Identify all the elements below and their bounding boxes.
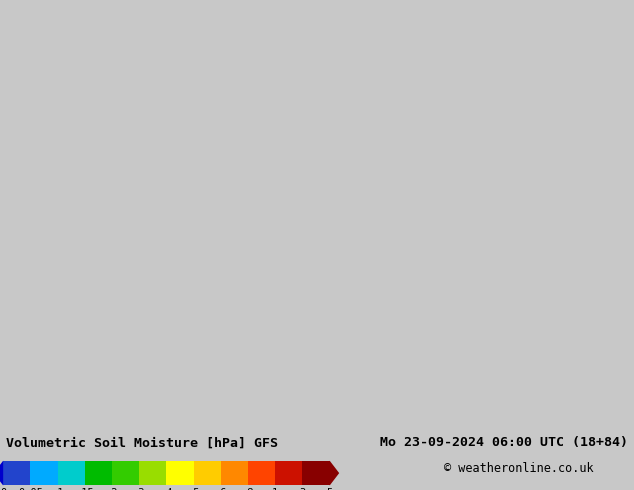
Text: .1: .1 [51,488,64,490]
Text: .5: .5 [188,488,200,490]
Bar [58,461,85,486]
Text: Mo 23-09-2024 06:00 UTC (18+84): Mo 23-09-2024 06:00 UTC (18+84) [380,437,628,449]
Text: .3: .3 [133,488,145,490]
Text: .2: .2 [106,488,119,490]
Bar [248,461,275,486]
Text: 1: 1 [272,488,278,490]
Text: 0.05: 0.05 [18,488,43,490]
Bar [112,461,139,486]
Text: .4: .4 [160,488,172,490]
Bar [193,461,221,486]
Bar [302,461,330,486]
Text: .8: .8 [242,488,254,490]
Polygon shape [0,461,3,486]
Text: .15: .15 [75,488,94,490]
Text: © weatheronline.co.uk: © weatheronline.co.uk [444,462,593,475]
Text: Volumetric Soil Moisture [hPa] GFS: Volumetric Soil Moisture [hPa] GFS [6,437,278,449]
Bar [275,461,302,486]
Polygon shape [330,461,339,486]
Bar [3,461,30,486]
Text: 5: 5 [327,488,333,490]
Text: 0: 0 [0,488,6,490]
Bar [166,461,193,486]
Text: .6: .6 [214,488,227,490]
Text: 3: 3 [299,488,306,490]
Bar [139,461,166,486]
Bar [30,461,58,486]
Bar [85,461,112,486]
Bar [221,461,248,486]
